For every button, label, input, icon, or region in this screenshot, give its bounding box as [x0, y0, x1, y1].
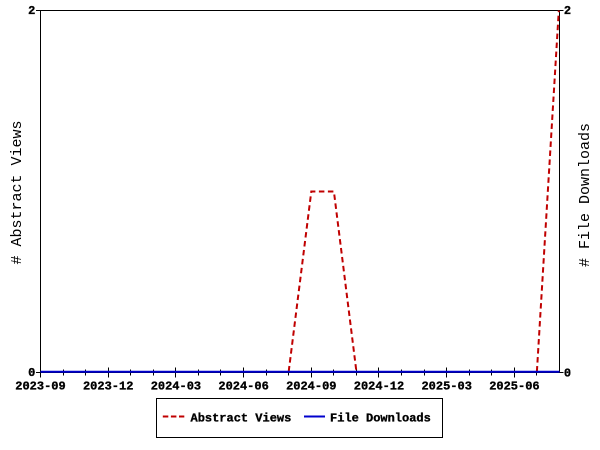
svg-text:2023-09: 2023-09 [15, 379, 65, 393]
svg-text:2025-06: 2025-06 [489, 379, 539, 393]
svg-text:2: 2 [564, 4, 571, 18]
svg-text:2024-09: 2024-09 [286, 379, 336, 393]
svg-text:# Abstract Views: # Abstract Views [9, 120, 26, 264]
svg-text:2023-12: 2023-12 [83, 379, 133, 393]
svg-text:# File Downloads: # File Downloads [577, 123, 594, 267]
svg-text:2024-12: 2024-12 [354, 379, 404, 393]
svg-text:2024-06: 2024-06 [218, 379, 268, 393]
svg-text:0: 0 [28, 366, 35, 380]
svg-text:2025-03: 2025-03 [421, 379, 471, 393]
svg-text:2: 2 [28, 4, 35, 18]
svg-text:0: 0 [564, 366, 571, 380]
svg-text:File Downloads: File Downloads [330, 412, 431, 426]
svg-text:Abstract Views: Abstract Views [191, 412, 292, 426]
svg-text:2024-03: 2024-03 [151, 379, 201, 393]
